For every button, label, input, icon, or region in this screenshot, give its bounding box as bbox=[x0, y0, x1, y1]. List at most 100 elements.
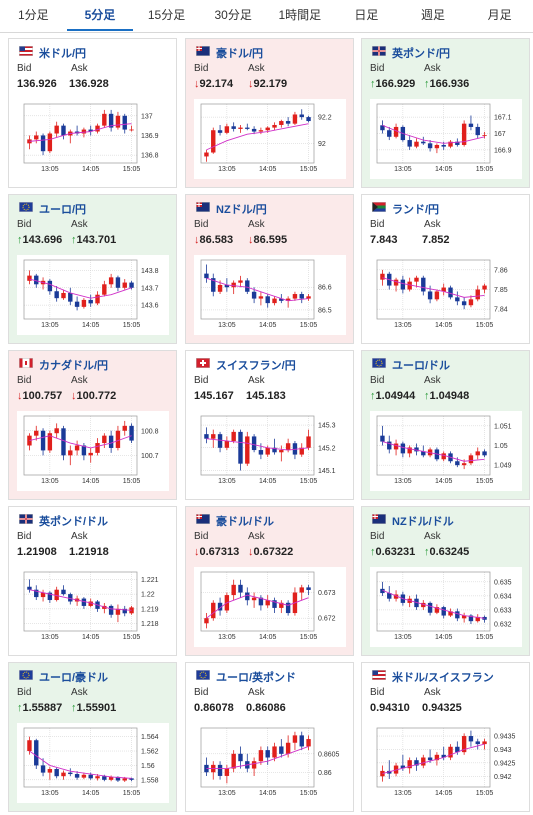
ask-label: Ask bbox=[248, 375, 265, 386]
chart-bg bbox=[194, 723, 346, 803]
candle-body bbox=[455, 297, 460, 302]
candle-body bbox=[68, 450, 73, 456]
ask-text: 0.86086 bbox=[246, 702, 286, 714]
rate-card[interactable]: 米ドル/スイスフラン Bid Ask 0.94310 0.94325 0.9435 0.94… bbox=[361, 662, 530, 812]
flag-icon bbox=[19, 202, 33, 212]
candle-body bbox=[238, 127, 243, 129]
candle-body bbox=[258, 450, 264, 455]
rate-card[interactable]: 豪ドル/円 Bid Ask 92.174 92.179 92.2 92 13:05 14:05 1… bbox=[185, 38, 354, 188]
candle-body bbox=[468, 299, 474, 306]
candle-body bbox=[81, 598, 87, 606]
x-tick-label: 13:05 bbox=[218, 322, 236, 329]
tab-bar: 1分足 5分足 15分足 30分足 1時間足 日足 週足 月足 bbox=[0, 0, 533, 33]
bid-label: Bid bbox=[17, 375, 32, 386]
candle-body bbox=[292, 294, 298, 299]
y-tick-label: 136.9 bbox=[141, 133, 159, 140]
pair-title: ランド/円 bbox=[392, 204, 440, 216]
y-tick-label: 1.219 bbox=[141, 606, 159, 613]
bid-label: Bid bbox=[370, 63, 385, 74]
tab[interactable]: 日足 bbox=[354, 8, 379, 22]
flag-part bbox=[372, 516, 378, 517]
candle-body bbox=[204, 152, 209, 157]
flag-part bbox=[19, 518, 33, 520]
candle-body bbox=[211, 278, 216, 292]
candle-body bbox=[414, 598, 419, 608]
candle-body bbox=[47, 592, 53, 601]
candle-body bbox=[299, 114, 304, 118]
flag-part bbox=[19, 670, 33, 680]
candle-chart: 7.86 7.85 7.84 13:05 14:05 15:05 bbox=[370, 255, 522, 335]
candle-body bbox=[47, 133, 53, 152]
candle-body bbox=[245, 436, 250, 464]
ask-value: 100.772 bbox=[71, 390, 116, 402]
candle-body bbox=[434, 144, 440, 149]
candle-body bbox=[68, 772, 73, 775]
bid-value: 92.174 bbox=[194, 78, 233, 90]
x-tick-label: 15:05 bbox=[476, 166, 494, 173]
y-tick-label: 1.049 bbox=[494, 463, 512, 470]
tab[interactable]: 30分足 bbox=[214, 8, 252, 22]
candle-body bbox=[34, 740, 39, 766]
candle-chart: 86.6 86.5 13:05 14:05 15:05 bbox=[194, 255, 346, 335]
tab[interactable]: 1分足 bbox=[17, 8, 49, 22]
bid-value: 0.63231 bbox=[370, 546, 415, 558]
trend-arrow bbox=[194, 78, 200, 90]
rate-card[interactable]: ユーロ/豪ドルBidAsk1.558871.559011.5641.5621.5… bbox=[8, 662, 177, 812]
candle-body bbox=[238, 280, 243, 283]
flag-icon bbox=[19, 46, 33, 56]
rate-card[interactable]: ランド/円 Bid Ask 7.843 7.852 7.86 7.85 7.84 13:05 14… bbox=[361, 194, 530, 344]
rate-card[interactable]: カナダドル/円 Bid Ask 100.757 100.772 100.8 100.7 13:… bbox=[8, 350, 177, 500]
candle-body bbox=[129, 282, 134, 288]
candle-body bbox=[448, 141, 453, 147]
y-tick-label: 166.9 bbox=[494, 147, 512, 154]
candle-body bbox=[245, 592, 250, 601]
candle-body bbox=[400, 279, 406, 290]
ask-value: 1.55901 bbox=[71, 702, 116, 714]
x-tick-label: 14:05 bbox=[259, 322, 277, 329]
candle-body bbox=[455, 141, 460, 145]
rate-card[interactable]: スイスフラン/円 Bid Ask 145.167 145.183 145.3 145.2 14… bbox=[185, 350, 354, 500]
rate-card[interactable]: 英ポンド/円BidAsk166.929166.936167.1167166.91… bbox=[361, 38, 530, 188]
y-tick-label: 0.634 bbox=[494, 593, 512, 600]
tab[interactable]: 月足 bbox=[487, 8, 512, 22]
candle-body bbox=[211, 602, 216, 619]
flag-part bbox=[196, 204, 202, 205]
x-tick-label: 15:05 bbox=[476, 322, 494, 329]
candle-body bbox=[448, 287, 453, 298]
y-tick-label: 7.86 bbox=[494, 267, 508, 274]
candle-body bbox=[54, 589, 59, 601]
rate-card[interactable]: NZドル/円 Bid Ask 86.583 86.595 86.6 86.5 13:05 14:… bbox=[185, 194, 354, 344]
rate-card[interactable]: NZドル/ドルBidAsk0.632310.632450.6350.6340.6… bbox=[361, 506, 530, 656]
bid-label: Bid bbox=[17, 531, 32, 542]
candle-body bbox=[258, 597, 264, 606]
candle-body bbox=[54, 769, 59, 777]
candle-body bbox=[95, 125, 100, 132]
tab[interactable]: 1時間足 bbox=[278, 8, 322, 22]
x-tick-label: 13:05 bbox=[394, 634, 412, 641]
plot-frame bbox=[23, 415, 138, 476]
flag-part bbox=[372, 358, 386, 368]
y-tick-label: 0.943 bbox=[494, 747, 512, 754]
candle-body bbox=[482, 285, 487, 290]
candle-body bbox=[224, 284, 230, 288]
rate-card[interactable]: ユーロ/英ポンド Bid Ask 0.86078 0.86086 0.8605 0.86 13… bbox=[185, 662, 354, 812]
candle-body bbox=[461, 123, 467, 145]
tab[interactable]: 15分足 bbox=[147, 8, 186, 22]
tab[interactable]: 5分足 bbox=[66, 0, 134, 31]
rate-card[interactable]: 米ドル/円 Bid Ask 136.926 136.928 137 136.9 136.8 13… bbox=[8, 38, 177, 188]
flag-icon bbox=[196, 514, 210, 524]
rate-card[interactable]: 豪ドル/ドル Bid Ask 0.67313 0.67322 0.673 0.672 13:0… bbox=[185, 506, 354, 656]
candle-body bbox=[251, 597, 257, 601]
tab[interactable]: 週足 bbox=[421, 8, 446, 22]
rate-card[interactable]: ユーロ/円 Bid Ask 143.696 143.701 143.8 143.7 143.6… bbox=[8, 194, 177, 344]
moving-average bbox=[382, 743, 485, 775]
candle-body bbox=[217, 764, 223, 776]
rate-card[interactable]: ユーロ/ドル Bid Ask 1.04944 1.04948 1.051 1.05 1.049… bbox=[361, 350, 530, 500]
rate-card[interactable]: 英ポンド/ドル Bid Ask 1.21908 1.21918 1.221 1.22 1.21… bbox=[8, 506, 177, 656]
candle-body bbox=[47, 280, 53, 292]
candle-body bbox=[427, 143, 433, 149]
candle-body bbox=[217, 602, 223, 611]
candle-body bbox=[285, 602, 291, 614]
candle-body bbox=[122, 115, 127, 130]
moving-average bbox=[29, 589, 132, 611]
